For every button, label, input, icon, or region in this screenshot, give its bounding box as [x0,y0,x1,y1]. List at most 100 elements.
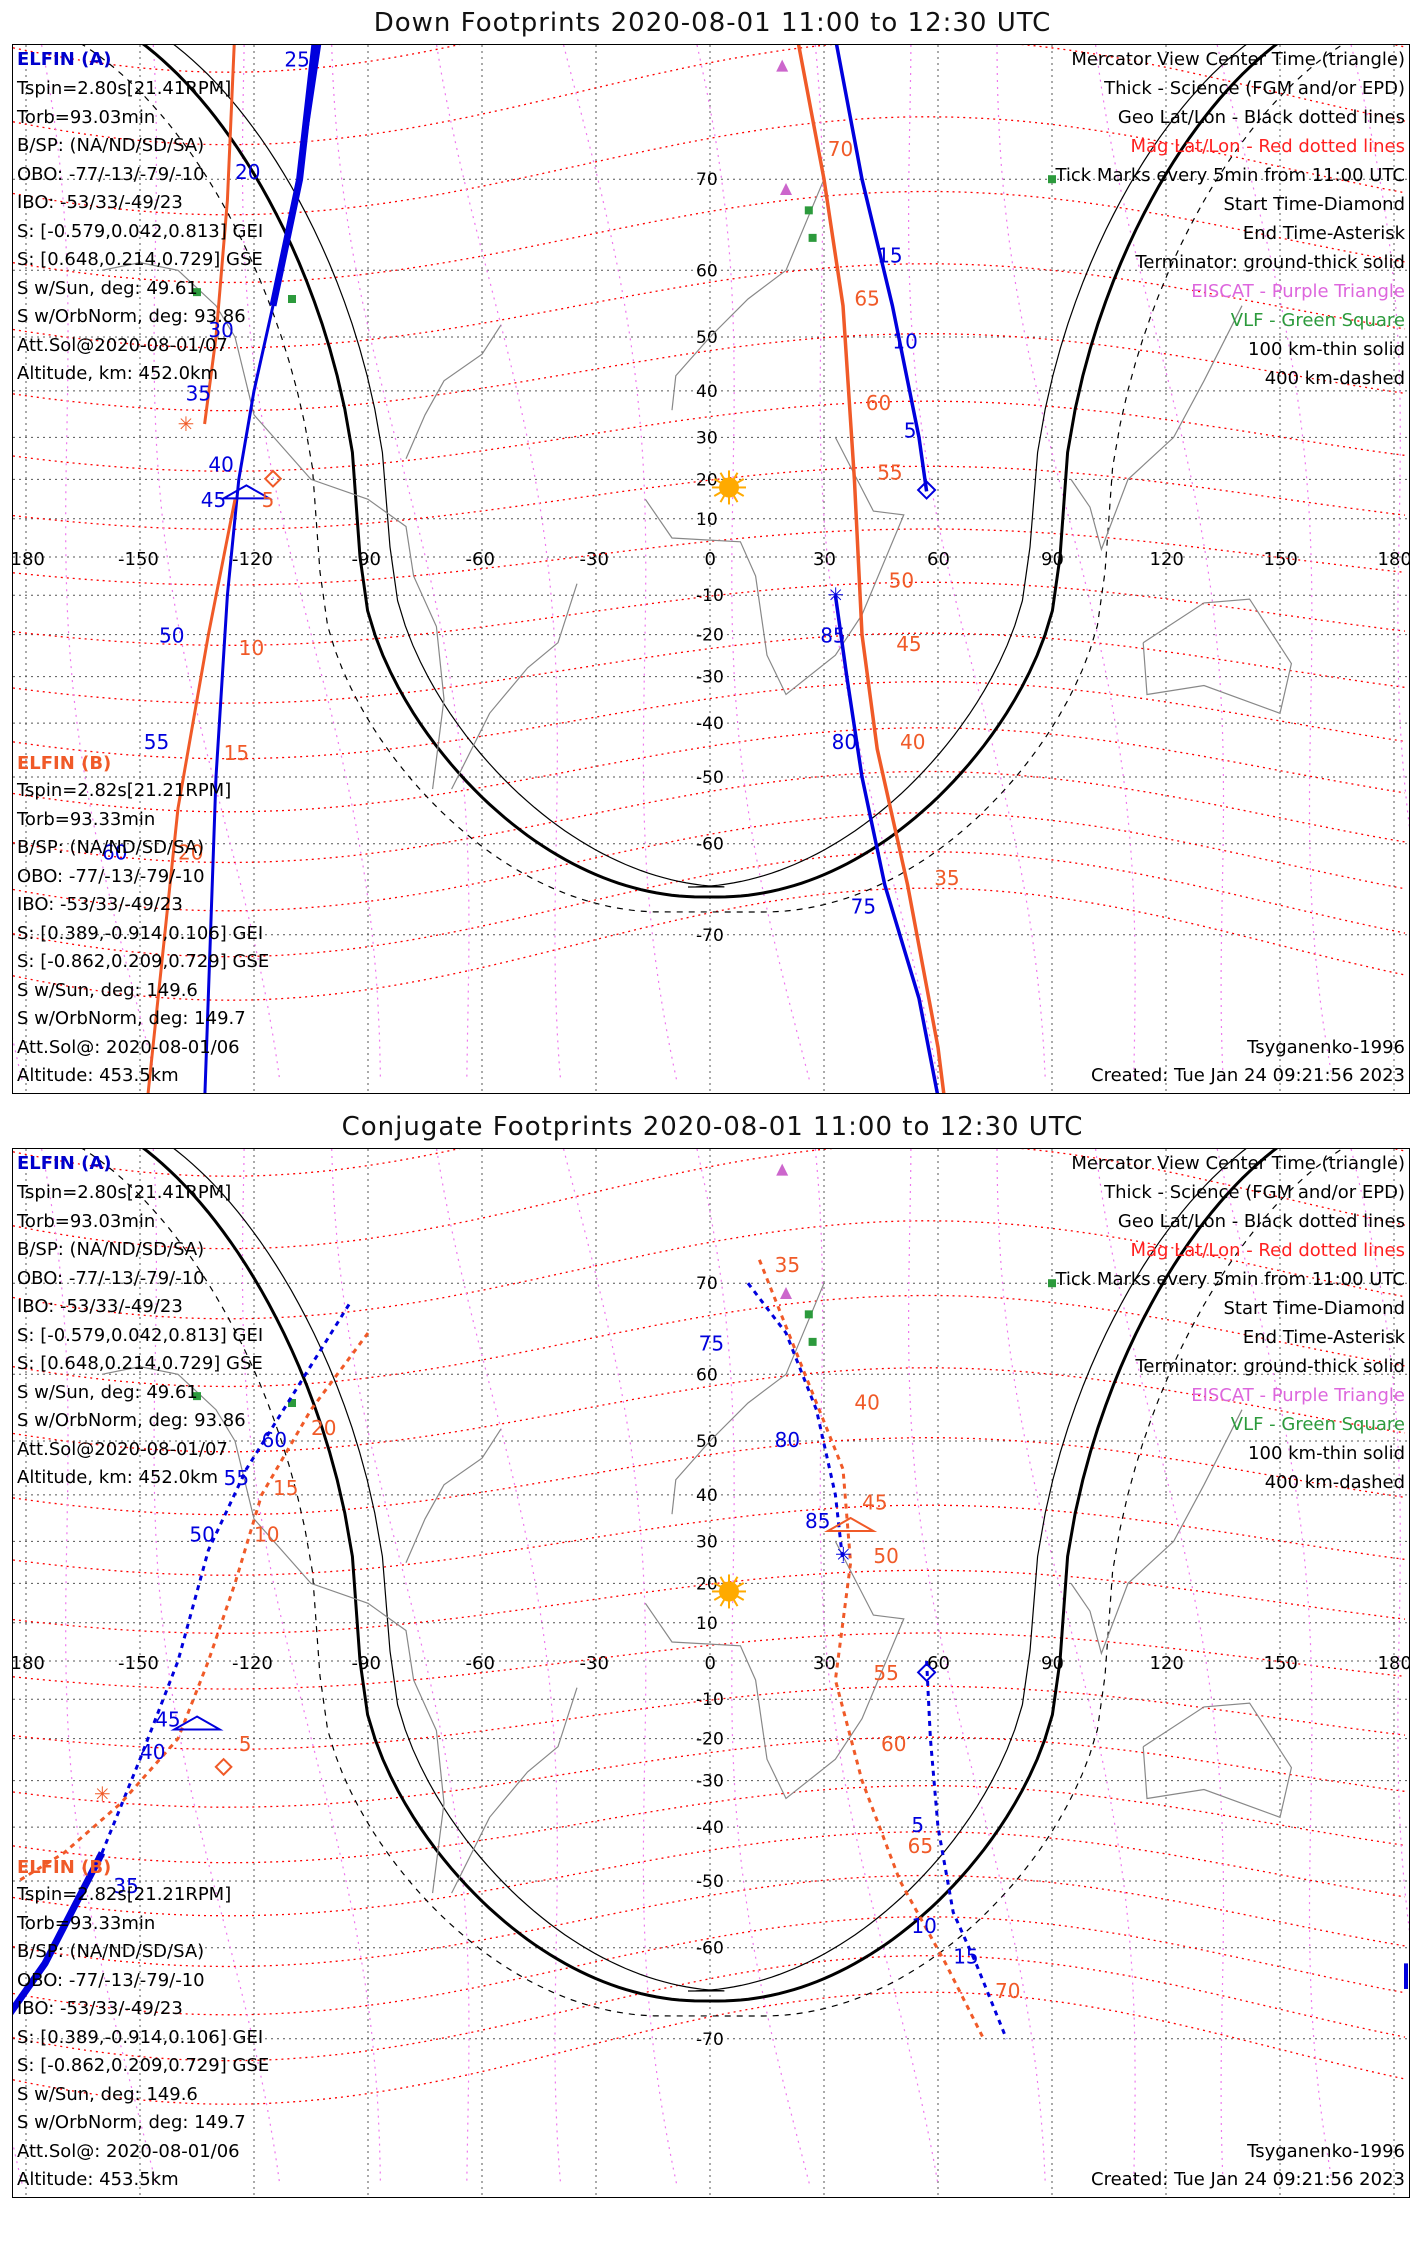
lon-tick-label: -120 [232,549,273,570]
sun-ray [713,478,722,484]
elfin-b-time-label: 35 [934,866,959,890]
mag-lat-line [13,1874,1406,1968]
elfin-a-time-label: 50 [159,624,184,648]
elfin-b-time-label: 60 [866,391,891,415]
lon-tick-label: -180 [13,549,45,570]
elfin-a-time-label: 45 [201,488,226,512]
info-line: B/SP: (NA/ND/SD/SA) [17,135,205,156]
lat-tick-label: 70 [696,170,718,190]
sun-ray [736,478,745,484]
info-line: Torb=93.33min [17,808,156,830]
mag-lon-line [241,45,381,1081]
elfin-a-time-label: 25 [284,48,309,72]
lat-tick-label: 60 [696,261,718,281]
elfin-a-time-label: 80 [832,730,857,754]
end-asterisk-icon: ✳ [835,1542,852,1566]
coastline [405,1428,502,1564]
mag-lon-line [696,1149,810,2185]
elfin-a-time-label: 15 [953,1944,978,1968]
elfin-b-time-label: 5 [262,488,275,512]
info-line: Torb=93.03min [17,1210,156,1232]
elfin-a-time-label: 30 [208,318,233,342]
lon-tick-label: 60 [927,549,950,570]
info-line: S: [0.648,0.214,0.729] GSE [17,1353,263,1374]
vlf-square-icon [804,206,813,215]
lon-tick-label: 150 [1264,1653,1298,1674]
lat-tick-label: 10 [696,510,718,530]
elfin-b-label: ELFIN (B) [17,753,112,774]
info-line: Att.Sol@2020-08-01/07 [17,334,228,356]
lon-tick-label: 60 [927,1653,950,1674]
lat-tick-label: -40 [696,1818,724,1838]
elfin-a-time-label: 35 [113,1874,138,1898]
elfin-a-track-east [834,45,929,492]
legend-start: Start Time-Diamond [1223,1298,1405,1319]
lon-tick-label: 30 [813,1653,836,1674]
mag-lat-line [13,581,1406,646]
start-diamond-icon [214,1757,233,1777]
legend-100km: 100 km-thin solid [1248,339,1405,360]
sun-ray [732,1576,739,1585]
elfin-b-track-west [203,45,236,425]
lat-tick-label: -70 [696,926,724,946]
coastline [671,178,825,411]
lon-tick-label: 180 [1378,1653,1410,1674]
legend-vlf: VLF - Green Square [1230,310,1405,331]
mag-lat-line [13,632,1406,704]
lat-tick-label: -10 [696,586,724,606]
info-line: Tspin=2.80s[21.41RPM] [17,78,232,99]
elfin-a-info: Tspin=2.80s[21.41RPM] Torb=93.03min B/SP: … [17,1182,263,1496]
lat-tick-label: 40 [696,382,718,402]
legend: Mercator View Center Time (triangle) Thi… [1055,1153,1405,1494]
info-line: S w/Sun, deg: 49.61 [17,1381,198,1403]
sun-ray [732,494,739,503]
end-asterisk-icon: ✳ [827,583,844,607]
sun-ray [713,1595,722,1601]
mag-lon-line [436,1149,562,2185]
sun-ray [736,1582,745,1588]
legend-terminator: Terminator: ground-thick solid [1135,1356,1405,1377]
coastline [1142,598,1293,715]
panel-title-conjugate: Conjugate Footprints 2020-08-01 11:00 to… [341,1112,1084,1142]
mag-lon-line [41,45,157,1081]
elfin-b-time-label: 10 [239,636,264,660]
elfin-a-track-south [833,594,940,1093]
model-label: Tsyganenko-1996 [1247,1037,1405,1058]
start-diamond-icon [916,1662,937,1683]
lat-tick-label: 30 [696,428,718,448]
mag-lat-line [13,1220,1406,1320]
coastline [1070,305,1243,552]
terminator-ground [141,1149,1279,2003]
elfin-b-time-label: 50 [889,568,914,592]
lat-tick-label: -20 [696,626,724,646]
elfin-a-time-label: 40 [140,1740,165,1764]
sun-ray [736,491,745,497]
info-line: S w/OrbNorm, deg: 149.7 [17,1008,246,1029]
terminator-400km [81,45,1344,913]
lon-tick-label: -150 [118,549,159,570]
elfin-b-time-label: 35 [775,1253,800,1277]
sun-ray [736,1595,745,1601]
mag-lat-line [13,400,1406,472]
lon-tick-label: -180 [13,1653,45,1674]
mag-lon-line [331,45,470,1081]
info-line: Torb=93.33min [17,1912,156,1934]
sun-ray [732,472,739,481]
info-line: IBO: -53/33/-49/23 [17,894,183,915]
lat-tick-label: 60 [696,1365,718,1385]
legend-400km: 400 km-dashed [1264,1472,1405,1493]
legend-400km: 400 km-dashed [1264,368,1405,389]
eiscat-triangle-icon [780,1287,792,1300]
lat-tick-label: -20 [696,1730,724,1750]
lon-tick-label: -150 [118,1653,159,1674]
elfin-a-time-label: 15 [877,244,902,268]
elfin-b-time-label: 45 [862,1490,887,1514]
sun-icon [719,477,739,498]
coastline [1142,1702,1293,1819]
elfin-b-time-label: 40 [854,1391,879,1415]
coastline [234,1440,445,1894]
vlf-square-icon [193,1392,201,1401]
sun-ray [719,1576,726,1585]
coastline [101,261,236,338]
elfin-b-time-label: 65 [854,287,879,311]
